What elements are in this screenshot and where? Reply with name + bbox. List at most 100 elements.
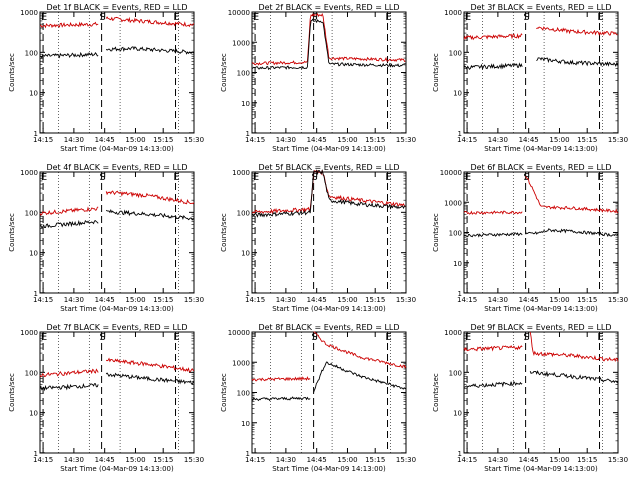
series-line-black <box>536 57 619 67</box>
plot-frame <box>463 11 619 134</box>
x-axis-label: Start Time (04-Mar-09 14:13:00) <box>272 465 386 473</box>
x-tick-label: 15:30 <box>396 456 416 464</box>
x-tick-label: 14:30 <box>488 456 508 464</box>
x-tick-label: 14:30 <box>276 296 296 304</box>
plot-frame <box>251 11 407 134</box>
marker-label: E <box>173 172 179 183</box>
y-tick-label: 100 <box>25 369 38 377</box>
marker-label: E <box>465 332 471 343</box>
y-tick-label: 100 <box>449 369 462 377</box>
panel-title: Det 4f BLACK = Events, RED = LLD <box>46 163 187 172</box>
y-axis-label: Counts/sec <box>8 373 16 412</box>
x-tick-label: 15:15 <box>365 456 385 464</box>
x-tick-label: 14:45 <box>95 296 115 304</box>
y-tick-label: 10 <box>453 90 462 98</box>
plot-frame <box>251 171 407 294</box>
x-tick-label: 14:15 <box>245 136 265 144</box>
y-tick-label: 1 <box>458 130 462 138</box>
series-line-red <box>251 376 311 382</box>
series-line-red <box>39 206 99 216</box>
x-tick-label: 14:15 <box>457 136 477 144</box>
panel-title: Det 6f BLACK = Events, RED = LLD <box>470 163 611 172</box>
y-tick-label: 1000 <box>20 329 38 337</box>
x-tick-label: 14:45 <box>95 136 115 144</box>
series-line-red <box>536 26 618 36</box>
y-tick-label: 1 <box>34 450 38 458</box>
y-axis-label: Counts/sec <box>8 53 16 92</box>
y-tick-label: 1 <box>34 130 38 138</box>
panel-det-9: Det 9f BLACK = Events, RED = LLD 1 10 100 10… <box>432 323 628 473</box>
x-tick-label: 14:15 <box>457 296 477 304</box>
x-tick-label: 15:00 <box>549 456 569 464</box>
x-tick-label: 15:15 <box>153 136 173 144</box>
x-tick-label: 15:30 <box>396 136 416 144</box>
marker-label: E <box>173 12 179 23</box>
x-tick-label: 15:00 <box>337 456 357 464</box>
series-line-red <box>105 357 195 373</box>
series-line-red <box>251 13 406 66</box>
series-line-red <box>313 331 407 369</box>
y-tick-label: 100 <box>449 230 462 238</box>
y-tick-label: 1000 <box>444 199 462 207</box>
panel-det-5: Det 5f BLACK = Events, RED = LLD 1 10 100 10… <box>220 163 416 313</box>
series-line-black <box>39 51 99 59</box>
y-tick-label: 1000 <box>444 329 462 337</box>
x-tick-label: 15:30 <box>608 296 628 304</box>
x-tick-label: 14:45 <box>307 296 327 304</box>
series-line-red <box>525 176 619 214</box>
x-tick-label: 15:15 <box>577 456 597 464</box>
panel-det-1: Det 1f BLACK = Events, RED = LLD 1 10 100 10… <box>8 3 204 153</box>
x-tick-label: 15:00 <box>549 136 569 144</box>
x-tick-label: 15:30 <box>608 456 628 464</box>
series-line-red <box>105 16 195 28</box>
y-axis-label: Counts/sec <box>220 373 228 412</box>
x-axis-label: Start Time (04-Mar-09 14:13:00) <box>272 305 386 313</box>
y-tick-label: 1000 <box>20 9 38 17</box>
series-line-black <box>105 46 195 55</box>
x-tick-label: 14:30 <box>64 296 84 304</box>
x-tick-label: 15:15 <box>365 136 385 144</box>
panel-title: Det 7f BLACK = Events, RED = LLD <box>46 323 187 332</box>
marker-label: S <box>311 12 317 23</box>
y-tick-label: 1 <box>246 450 250 458</box>
x-tick-label: 14:15 <box>245 296 265 304</box>
series-line-black <box>39 219 99 229</box>
y-tick-label: 1000 <box>444 9 462 17</box>
x-tick-label: 14:15 <box>33 456 53 464</box>
x-axis-label: Start Time (04-Mar-09 14:13:00) <box>60 305 174 313</box>
series-line-black <box>39 382 99 392</box>
x-axis-label: Start Time (04-Mar-09 14:13:00) <box>484 465 598 473</box>
y-tick-label: 100 <box>25 209 38 217</box>
y-tick-label: 100 <box>237 209 250 217</box>
y-tick-label: 1000 <box>232 359 250 367</box>
x-tick-label: 14:30 <box>64 456 84 464</box>
series-line-black <box>251 396 311 402</box>
plot-frame <box>39 11 195 134</box>
marker-label: S <box>523 12 529 23</box>
y-axis-label: Counts/sec <box>220 213 228 252</box>
y-axis-label: Counts/sec <box>432 213 440 252</box>
x-tick-label: 15:30 <box>184 296 204 304</box>
marker-label: E <box>253 12 259 23</box>
marker-label: E <box>597 12 603 23</box>
series-line-red <box>39 21 99 29</box>
y-tick-label: 10 <box>241 250 250 258</box>
x-tick-label: 15:30 <box>184 456 204 464</box>
panel-title: Det 3f BLACK = Events, RED = LLD <box>470 3 611 12</box>
x-tick-label: 14:30 <box>64 136 84 144</box>
series-line-red <box>529 331 619 362</box>
y-tick-label: 1000 <box>232 169 250 177</box>
plot-frame <box>39 171 195 294</box>
series-line-black <box>529 370 619 384</box>
series-line-black <box>463 380 523 388</box>
panel-det-4: Det 4f BLACK = Events, RED = LLD 1 10 100 10… <box>8 163 204 313</box>
panel-title: Det 5f BLACK = Events, RED = LLD <box>258 163 399 172</box>
y-axis-label: Counts/sec <box>220 53 228 92</box>
x-tick-label: 14:45 <box>519 456 539 464</box>
series-line-red <box>463 344 523 352</box>
marker-label: E <box>465 12 471 23</box>
series-line-black <box>525 228 619 237</box>
y-tick-label: 10000 <box>228 329 250 337</box>
x-tick-label: 15:15 <box>365 296 385 304</box>
